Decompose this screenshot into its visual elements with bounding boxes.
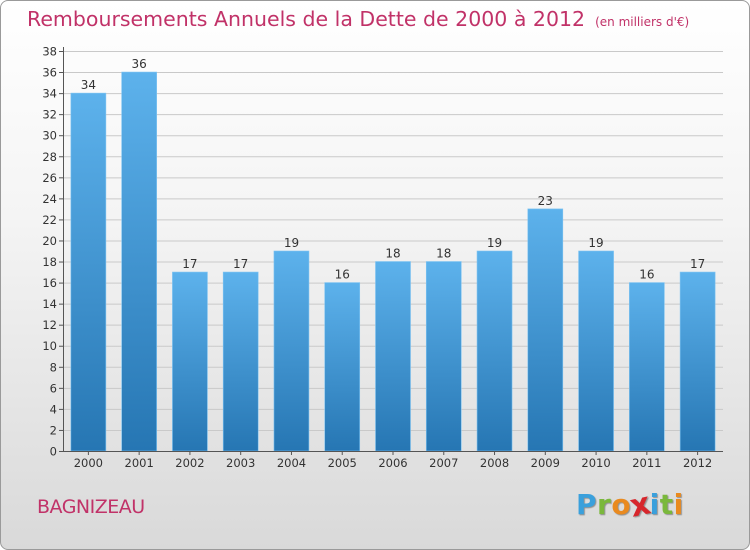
y-tick-label: 22 — [42, 213, 57, 227]
y-tick-label: 38 — [42, 45, 57, 59]
x-tick-label: 2010 — [581, 456, 610, 470]
bars — [70, 71, 716, 452]
data-label: 16 — [639, 268, 654, 282]
bar — [70, 92, 107, 452]
x-tick-label: 2005 — [328, 456, 357, 470]
x-tick-label: 2000 — [74, 456, 103, 470]
logo-letter: i — [649, 488, 660, 521]
data-label: 17 — [182, 257, 197, 271]
commune-name: BAGNIZEAU — [37, 496, 145, 518]
bar — [629, 282, 665, 452]
x-tick-label: 2012 — [683, 456, 712, 470]
y-tick-label: 0 — [50, 445, 57, 459]
data-label: 17 — [233, 257, 248, 271]
y-tick-label: 4 — [50, 402, 57, 416]
x-tick-label: 2007 — [429, 456, 458, 470]
y-tick-label: 32 — [42, 108, 57, 122]
y-tick-label: 10 — [42, 339, 57, 353]
x-tick-label: 2004 — [277, 456, 306, 470]
x-tick-label: 2006 — [378, 456, 407, 470]
y-tick-label: 6 — [50, 381, 57, 395]
x-tick-label: 2003 — [226, 456, 255, 470]
data-label: 19 — [588, 236, 603, 250]
proxiti-logo[interactable]: Proxiti — [576, 485, 684, 525]
y-tick-label: 18 — [42, 255, 57, 269]
y-tick-label: 34 — [42, 87, 57, 101]
x-tick-label: 2001 — [125, 456, 154, 470]
y-tick-label: 20 — [42, 234, 57, 248]
logo-letter: r — [597, 488, 612, 521]
bar — [476, 250, 513, 452]
data-label: 17 — [690, 257, 705, 271]
data-label: 34 — [81, 78, 96, 92]
bar — [121, 71, 157, 452]
x-tick-label: 2002 — [175, 456, 204, 470]
y-tick-label: 8 — [50, 360, 57, 374]
chart-title-text: Remboursements Annuels de la Dette de 20… — [27, 7, 586, 31]
logo-letter: i — [673, 488, 684, 521]
y-tick-label: 2 — [50, 423, 57, 437]
bar — [222, 271, 259, 452]
logo-letter: P — [576, 488, 598, 521]
data-label: 19 — [284, 236, 299, 250]
chart-title: Remboursements Annuels de la Dette de 20… — [27, 7, 689, 31]
bar — [375, 261, 411, 452]
y-tick-label: 36 — [42, 66, 57, 80]
axes — [59, 47, 723, 455]
x-tick-label: 2008 — [480, 456, 509, 470]
y-tick-label: 30 — [42, 129, 57, 143]
data-label: 16 — [335, 268, 350, 282]
bar — [324, 282, 361, 452]
x-tick-label: 2009 — [531, 456, 560, 470]
data-label: 18 — [385, 247, 400, 261]
y-tick-label: 24 — [42, 192, 57, 206]
chart-unit-label: (en milliers d'€) — [595, 15, 690, 29]
data-label: 18 — [436, 247, 451, 261]
y-tick-label: 16 — [42, 276, 57, 290]
bar — [172, 271, 208, 452]
logo-letter: t — [659, 488, 674, 521]
y-tick-label: 26 — [42, 171, 57, 185]
bar — [679, 271, 716, 452]
data-label: 19 — [487, 236, 502, 250]
logo-letter: o — [611, 488, 632, 521]
bar — [578, 250, 614, 452]
y-tick-label: 12 — [42, 318, 57, 332]
data-label: 23 — [538, 194, 553, 208]
bar — [527, 208, 564, 452]
labels: 0246810121416182022242628303234363834200… — [42, 45, 712, 471]
x-tick-label: 2011 — [632, 456, 661, 470]
y-tick-label: 14 — [42, 297, 57, 311]
data-label: 36 — [132, 57, 147, 71]
bar — [273, 250, 310, 452]
bar — [425, 261, 462, 452]
y-tick-label: 28 — [42, 150, 57, 164]
